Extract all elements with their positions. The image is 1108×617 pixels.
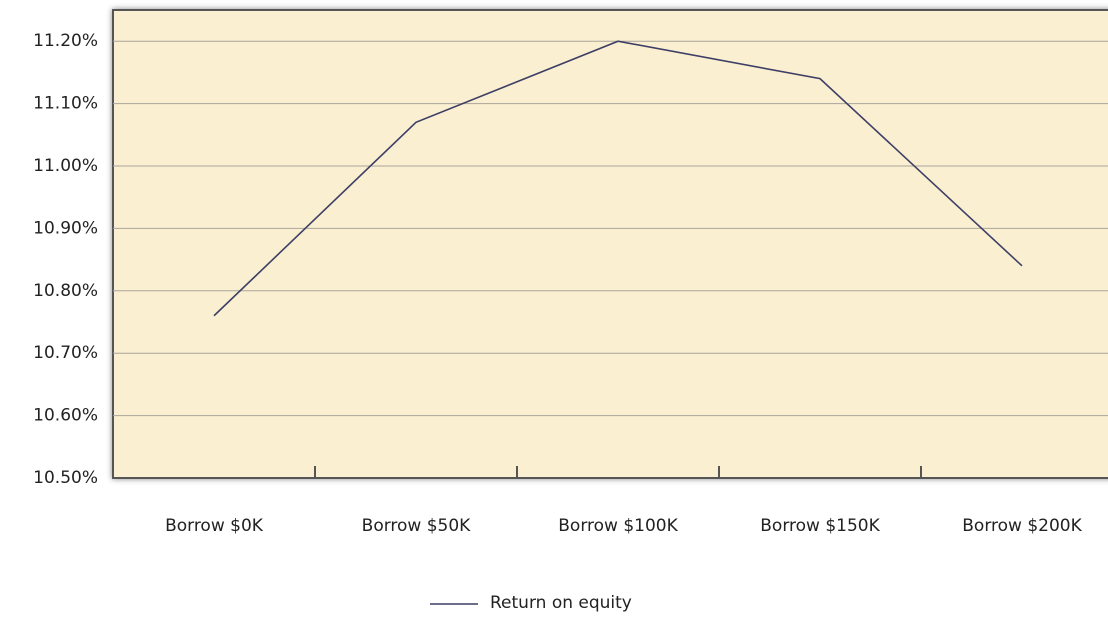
x-tick-label: Borrow $100K xyxy=(558,516,678,536)
y-tick-label: 10.60% xyxy=(33,406,98,426)
y-tick-label: 10.90% xyxy=(33,218,98,238)
plot-area xyxy=(112,9,1108,479)
y-tick-label: 10.80% xyxy=(33,281,98,301)
x-tick-label: Borrow $150K xyxy=(760,516,880,536)
line-series xyxy=(213,40,1023,317)
y-tick-label: 11.10% xyxy=(33,94,98,114)
y-tick-label: 10.50% xyxy=(33,468,98,488)
x-tick-label: Borrow $50K xyxy=(362,516,472,536)
legend-label: Return on equity xyxy=(490,593,632,613)
x-tick-label: Borrow $200K xyxy=(962,516,1082,536)
y-tick-label: 11.00% xyxy=(33,156,98,176)
y-tick-label: 11.20% xyxy=(33,31,98,51)
y-tick-label: 10.70% xyxy=(33,343,98,363)
x-tick-label: Borrow $0K xyxy=(165,516,264,536)
